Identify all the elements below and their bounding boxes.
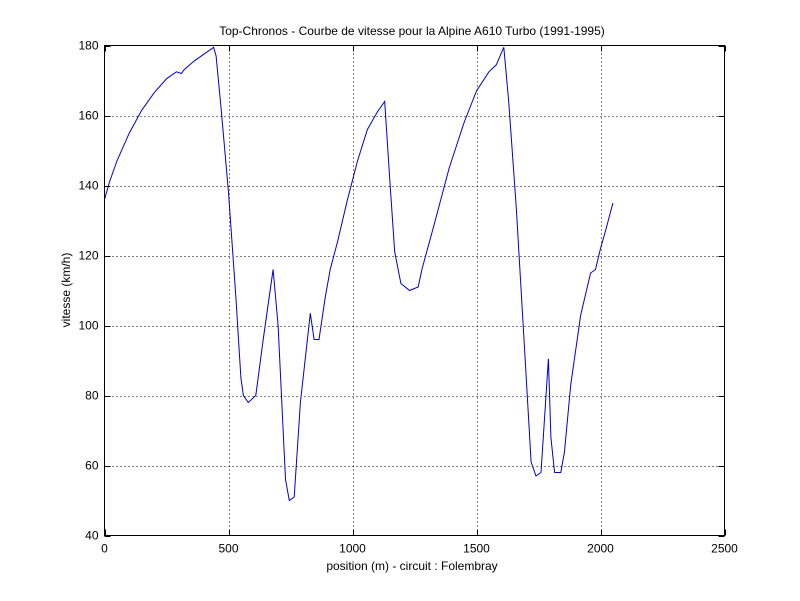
y-tick-label: 140 bbox=[78, 179, 98, 193]
y-tick-label: 100 bbox=[78, 319, 98, 333]
y-tick-label: 180 bbox=[78, 39, 98, 53]
y-tick-label: 40 bbox=[85, 529, 99, 543]
plot-frame bbox=[104, 45, 725, 536]
y-tick-label: 80 bbox=[85, 389, 99, 403]
x-tick-label: 2500 bbox=[711, 542, 738, 556]
y-tick-label: 160 bbox=[78, 109, 98, 123]
x-tick-label: 1000 bbox=[339, 542, 366, 556]
tick-marks bbox=[104, 45, 726, 537]
x-tick-label: 2000 bbox=[587, 542, 614, 556]
y-axis-title: vitesse (km/h) bbox=[59, 253, 73, 328]
speed-series-line bbox=[104, 46, 614, 502]
series-layer bbox=[104, 46, 614, 502]
y-tick-labels: 40 60 80 100 120 140 160 180 bbox=[78, 39, 98, 543]
x-axis-title: position (m) - circuit : Folembray bbox=[326, 559, 497, 573]
x-tick-label: 0 bbox=[101, 542, 108, 556]
y-tick-label: 120 bbox=[78, 249, 98, 263]
y-tick-label: 60 bbox=[85, 459, 99, 473]
x-tick-label: 500 bbox=[218, 542, 238, 556]
x-tick-labels: 0 500 1000 1500 2000 2500 bbox=[101, 542, 738, 556]
grid bbox=[104, 45, 725, 536]
chart-title: Top-Chronos - Courbe de vitesse pour la … bbox=[219, 24, 605, 38]
x-tick-label: 1500 bbox=[463, 542, 490, 556]
